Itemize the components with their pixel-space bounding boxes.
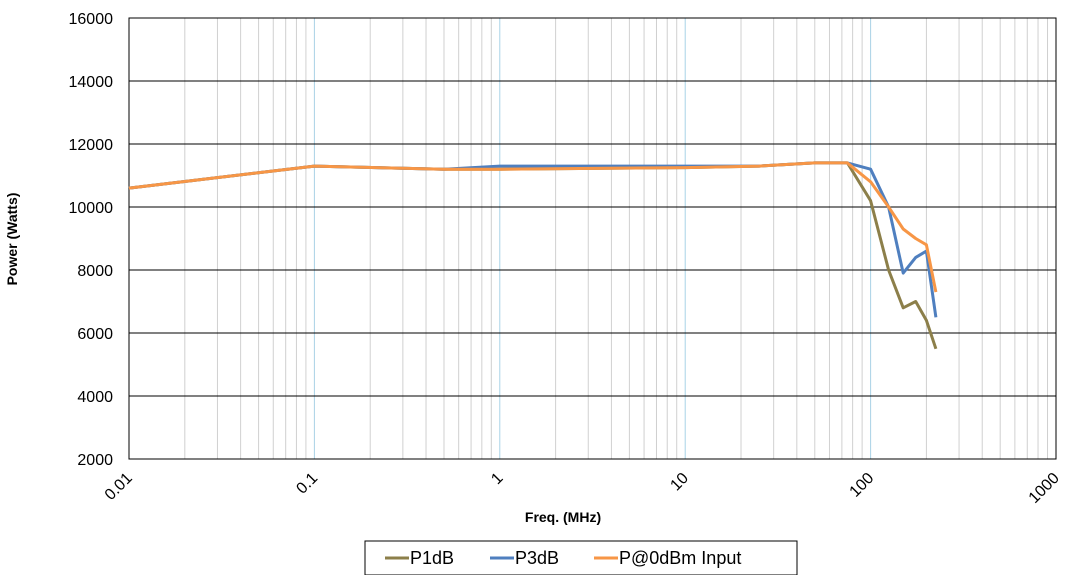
y-tick-label: 2000 xyxy=(77,452,113,469)
legend-label-p-0dbm-input: P@0dBm Input xyxy=(619,548,741,568)
y-tick-label: 8000 xyxy=(77,263,113,280)
y-tick-label: 12000 xyxy=(69,137,114,154)
legend-label-p3db: P3dB xyxy=(515,548,559,568)
legend-box xyxy=(364,540,798,575)
y-tick-label: 4000 xyxy=(77,389,113,406)
series-lines xyxy=(128,161,938,350)
major-x-gridlines xyxy=(313,18,872,459)
series-line-p-0dbm-input xyxy=(128,161,938,293)
legend-items: P1dB P3dB P@0dBm Input xyxy=(385,548,741,568)
x-axis-title: Freq. (MHz) xyxy=(525,509,601,525)
y-tick-label: 10000 xyxy=(69,200,114,217)
y-tick-label: 6000 xyxy=(77,326,113,343)
y-axis-title: Power (Watts) xyxy=(4,193,20,286)
minor-gridlines xyxy=(184,18,1049,459)
y-tick-label: 16000 xyxy=(69,11,114,28)
y-tick-labels: 2000 4000 6000 8000 10000 12000 14000 16000 xyxy=(69,11,114,469)
legend: P1dB P3dB P@0dBm Input xyxy=(364,540,798,575)
plot-area-frame xyxy=(128,17,1057,460)
y-tick-label: 14000 xyxy=(69,74,114,91)
legend-label-p1db: P1dB xyxy=(410,548,454,568)
